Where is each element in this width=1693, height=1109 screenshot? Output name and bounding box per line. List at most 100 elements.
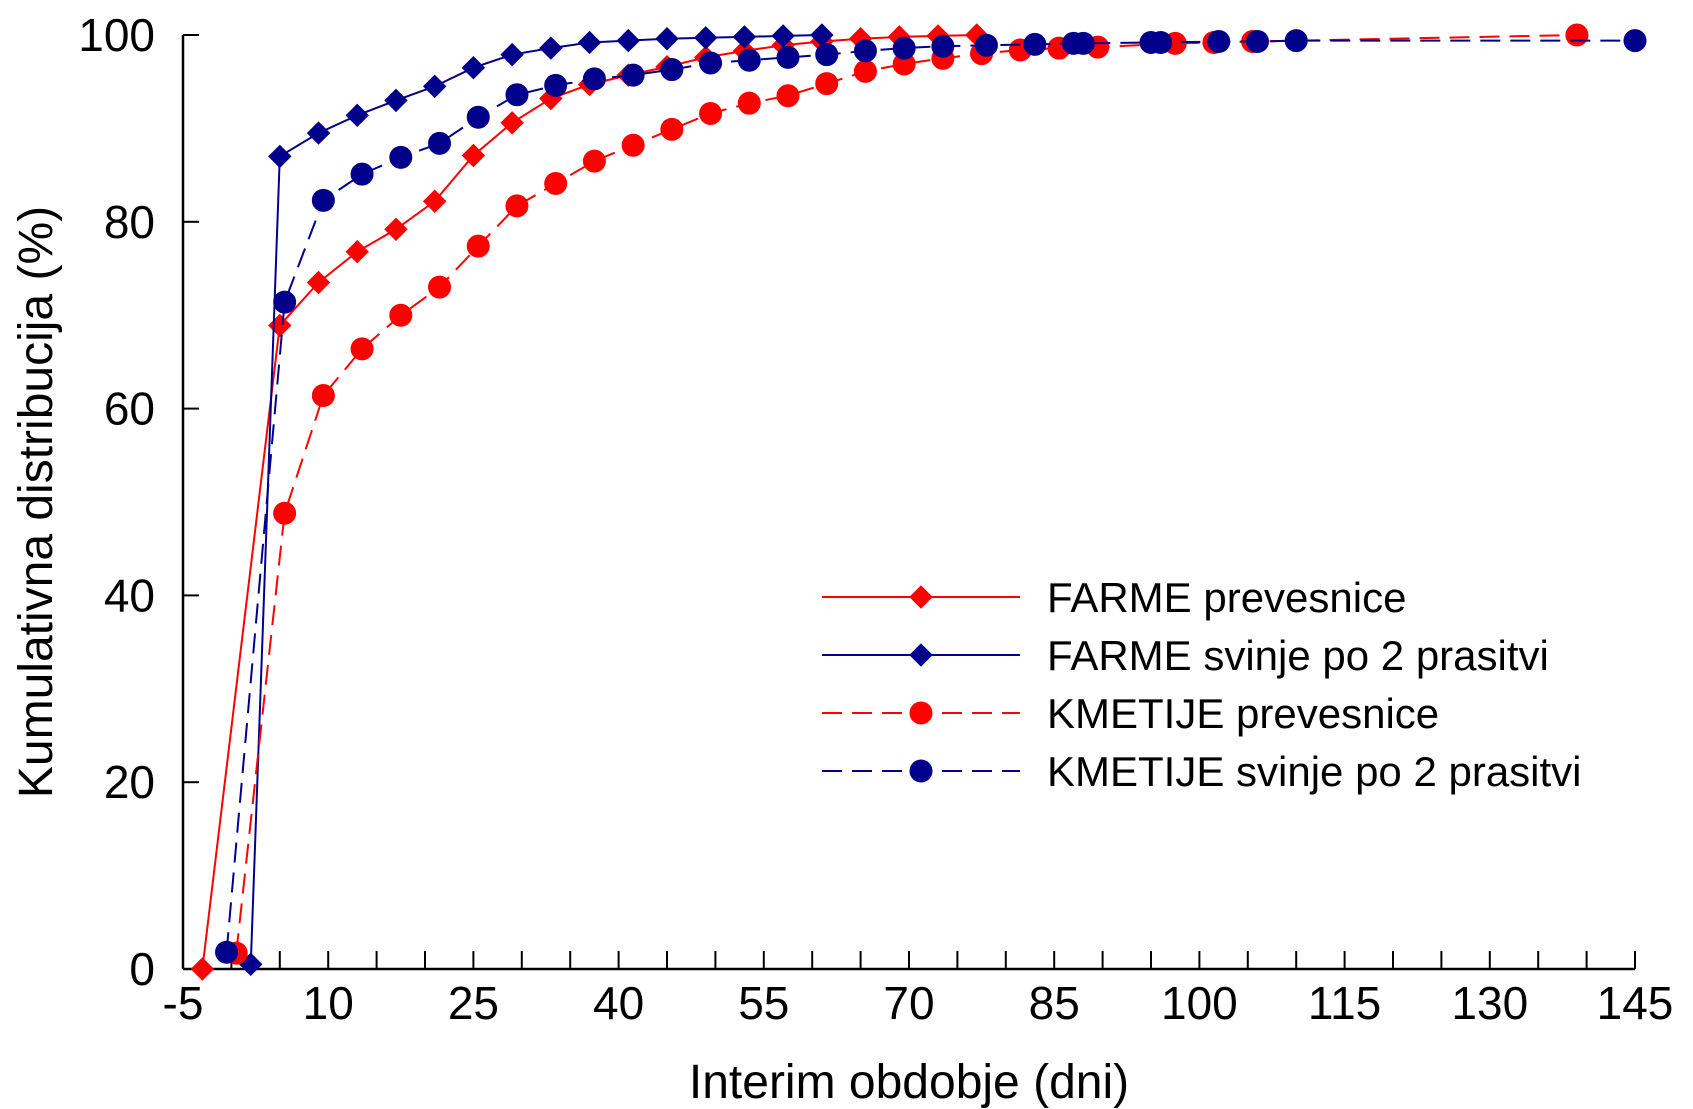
data-point [350, 337, 374, 361]
legend-label: KMETIJE prevesnice [1047, 690, 1439, 737]
data-point [1245, 30, 1269, 54]
data-point [384, 88, 408, 113]
data-point [384, 217, 408, 241]
y-tick-label: 0 [129, 943, 155, 995]
data-point [582, 67, 606, 91]
data-point [577, 30, 602, 55]
data-point [215, 940, 239, 964]
y-tick-label: 60 [104, 383, 155, 435]
data-point [732, 25, 757, 49]
data-point [853, 39, 877, 63]
series-2 [239, 23, 834, 977]
data-point [544, 172, 568, 196]
x-tick-label: 25 [448, 977, 499, 1029]
y-tick-label: 100 [78, 9, 155, 61]
data-point [428, 131, 452, 155]
x-tick-label: 10 [303, 977, 354, 1029]
data-point [974, 33, 998, 57]
legend-label: KMETIJE svinje po 2 prasitvi [1047, 748, 1582, 795]
x-tick-label: 115 [1308, 977, 1381, 1029]
data-point [699, 51, 723, 75]
data-point [466, 105, 490, 129]
data-point [815, 43, 839, 67]
data-point [892, 36, 916, 60]
legend-item: FARME prevesnice [822, 574, 1406, 621]
data-point [776, 45, 800, 69]
legend-marker [909, 585, 933, 609]
data-point [345, 103, 369, 128]
data-point [311, 188, 335, 212]
legend-marker [909, 643, 933, 667]
y-axis-label: Kumulativna distribucija (%) [10, 206, 63, 798]
data-point [544, 73, 568, 97]
data-point [771, 24, 795, 48]
x-tick-label: 130 [1451, 977, 1528, 1029]
series-line [235, 34, 1577, 954]
data-point [306, 270, 331, 295]
data-point [1623, 29, 1647, 53]
data-point [273, 290, 297, 314]
data-point [737, 91, 761, 115]
plot-series [190, 23, 1647, 981]
legend-marker [909, 759, 933, 783]
data-point [655, 27, 679, 51]
data-point [422, 189, 447, 213]
data-point [428, 275, 452, 299]
data-point [1284, 29, 1308, 53]
x-tick-label: 145 [1597, 977, 1674, 1029]
data-point [389, 145, 413, 169]
data-point [815, 72, 839, 96]
series-4 [215, 29, 1647, 964]
data-point [500, 111, 524, 135]
data-point [389, 303, 413, 327]
data-point [505, 83, 529, 107]
x-tick-label: 100 [1161, 977, 1238, 1029]
data-point [1207, 30, 1231, 54]
data-point [345, 239, 369, 264]
data-point [694, 26, 718, 50]
data-point [461, 143, 486, 168]
y-tick-label: 20 [104, 756, 155, 808]
data-point [660, 58, 684, 82]
y-axis-ticks: 0 20 40 60 80 100 [78, 9, 199, 995]
x-tick-label: 55 [738, 977, 789, 1029]
data-point [776, 84, 800, 108]
x-tick-label: 85 [1029, 977, 1080, 1029]
x-axis-ticks: -5 10 25 40 55 70 85 100 115 130 145 [163, 951, 1674, 1029]
legend-label: FARME prevesnice [1047, 574, 1406, 621]
legend: FARME prevesnice FARME svinje po 2 prasit… [822, 574, 1582, 795]
data-point [461, 55, 486, 80]
series-line [201, 34, 977, 970]
series-line [249, 34, 822, 965]
data-point [500, 42, 524, 67]
data-point [190, 957, 215, 981]
data-point [616, 28, 640, 53]
series-line [225, 39, 1635, 953]
data-point [853, 59, 877, 83]
legend-marker [909, 701, 933, 725]
data-point [505, 194, 529, 218]
data-point [268, 144, 292, 169]
x-tick-label: 40 [593, 977, 644, 1029]
legend-item: FARME svinje po 2 prasitvi [822, 632, 1549, 679]
series-3 [224, 23, 1589, 965]
data-point [311, 384, 335, 408]
data-point [931, 34, 955, 58]
data-point [621, 63, 645, 87]
data-point [699, 101, 723, 125]
legend-item: KMETIJE prevesnice [822, 690, 1439, 737]
data-point [539, 36, 563, 60]
y-tick-label: 40 [104, 569, 155, 621]
data-point [1565, 23, 1589, 47]
data-point [350, 162, 374, 186]
data-point [466, 234, 490, 258]
data-point [1023, 32, 1047, 56]
axes: -5 10 25 40 55 70 85 100 115 130 145 0 20 40 60 80 100 [78, 9, 1673, 1029]
legend-item: KMETIJE svinje po 2 prasitvi [822, 748, 1582, 795]
x-tick-label: -5 [163, 977, 204, 1029]
data-point [737, 48, 761, 72]
x-axis-label: Interim obdobje (dni) [689, 1056, 1129, 1109]
x-tick-label: 70 [883, 977, 934, 1029]
